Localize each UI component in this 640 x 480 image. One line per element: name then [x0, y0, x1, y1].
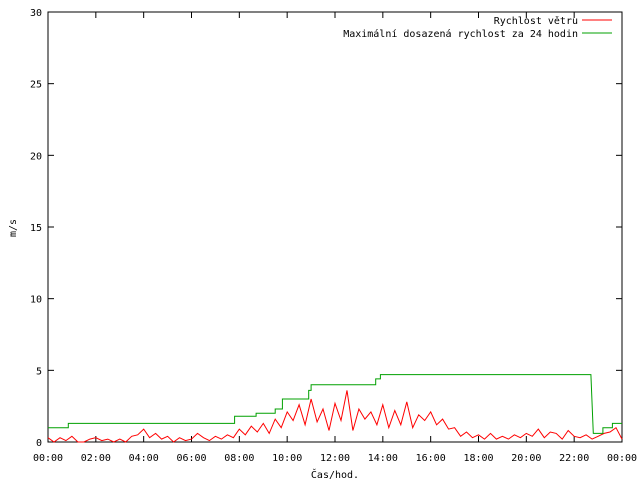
- x-tick-label: 20:00: [511, 453, 541, 464]
- y-tick-label: 20: [30, 151, 42, 162]
- x-tick-label: 02:00: [81, 453, 111, 464]
- plot-frame: [47, 11, 623, 443]
- x-axis-label: Čas/hod.: [311, 468, 359, 480]
- y-tick-label: 5: [36, 366, 42, 377]
- wind-speed-line: [47, 390, 623, 443]
- x-tick-label: 04:00: [129, 453, 159, 464]
- x-axis: 00:00 02:00 04:00 06:00 08:00 10:00 12:00 14:00…: [33, 12, 637, 464]
- x-tick-label: 08:00: [224, 453, 254, 464]
- x-tick-label: 06:00: [176, 453, 206, 464]
- x-tick-label: 00:00: [33, 453, 63, 464]
- x-tick-label: 10:00: [272, 453, 302, 464]
- legend-label-max-speed: Maximální dosazená rychlost za 24 hodin: [343, 28, 578, 40]
- x-tick-label: 12:00: [320, 453, 350, 464]
- y-axis: 0 5 10 15 20 25 30: [30, 8, 622, 449]
- y-axis-label: m/s: [8, 219, 19, 237]
- series-layer: [47, 374, 623, 443]
- x-tick-label: 00:00: [607, 453, 637, 464]
- legend: Rychlost větru Maximální dosazená rychlo…: [343, 15, 612, 40]
- y-tick-label: 0: [36, 438, 42, 449]
- y-tick-label: 15: [30, 223, 42, 234]
- x-tick-label: 22:00: [559, 453, 589, 464]
- y-tick-label: 10: [30, 295, 42, 306]
- x-tick-label: 14:00: [368, 453, 398, 464]
- legend-label-wind-speed: Rychlost větru: [494, 15, 578, 27]
- x-tick-label: 18:00: [463, 453, 493, 464]
- y-tick-label: 25: [30, 80, 42, 91]
- y-tick-label: 30: [30, 8, 42, 19]
- max-speed-line: [48, 374, 622, 434]
- x-tick-label: 16:00: [416, 453, 446, 464]
